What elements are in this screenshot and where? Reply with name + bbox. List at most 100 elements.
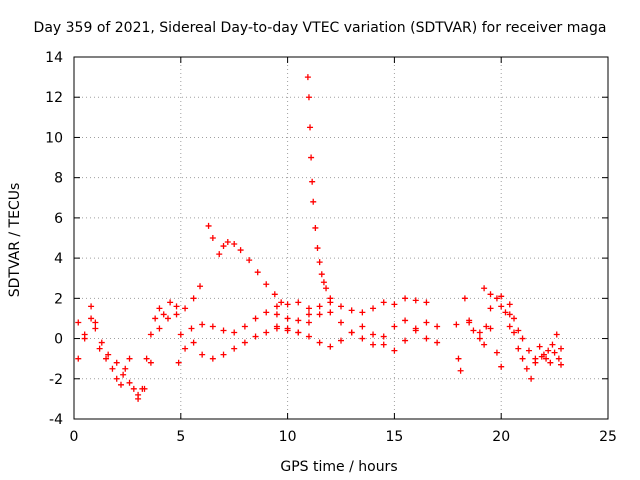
data-point — [455, 355, 462, 362]
data-point — [309, 178, 316, 185]
data-point — [380, 333, 387, 340]
data-point — [252, 333, 259, 340]
series-track-2 — [75, 283, 204, 398]
data-point — [308, 154, 315, 161]
data-point — [511, 329, 518, 336]
data-point — [273, 323, 280, 330]
data-point — [156, 325, 163, 332]
data-point — [117, 381, 124, 388]
data-point — [263, 309, 270, 316]
data-point — [209, 355, 216, 362]
data-point — [92, 325, 99, 332]
data-point — [75, 319, 82, 326]
data-point — [305, 305, 312, 312]
data-point — [188, 325, 195, 332]
data-point — [105, 351, 112, 358]
series-track-1 — [75, 299, 180, 402]
data-point — [555, 355, 562, 362]
data-point — [359, 335, 366, 342]
y-tick-label: 2 — [54, 291, 63, 307]
data-point — [553, 331, 560, 338]
data-point — [113, 359, 120, 366]
data-point — [547, 359, 554, 366]
data-point — [305, 94, 312, 101]
data-point — [466, 317, 473, 324]
data-point — [173, 311, 180, 318]
x-tick-label: 20 — [492, 429, 510, 445]
data-point — [523, 365, 530, 372]
data-point — [130, 385, 137, 392]
data-point — [402, 337, 409, 344]
data-point — [197, 283, 204, 290]
data-point — [511, 315, 518, 322]
data-point — [310, 198, 317, 205]
data-point — [224, 239, 231, 246]
data-point — [453, 321, 460, 328]
data-point — [412, 325, 419, 332]
chart-title: Day 359 of 2021, Sidereal Day-to-day VTE… — [33, 20, 607, 36]
data-point — [314, 245, 321, 252]
data-point — [75, 355, 82, 362]
data-point — [152, 315, 159, 322]
plot-axes — [73, 56, 609, 420]
data-point — [147, 359, 154, 366]
data-point — [506, 301, 513, 308]
data-point — [122, 365, 129, 372]
data-point — [231, 329, 238, 336]
data-point — [252, 315, 259, 322]
data-point — [182, 345, 189, 352]
data-point — [549, 341, 556, 348]
data-point — [423, 299, 430, 306]
data-point — [199, 321, 206, 328]
y-tick-label: 12 — [45, 90, 63, 106]
data-point — [493, 349, 500, 356]
data-point — [273, 311, 280, 318]
data-point — [209, 323, 216, 330]
data-point — [493, 295, 500, 302]
data-point — [316, 303, 323, 310]
data-point — [487, 325, 494, 332]
data-point — [182, 305, 189, 312]
data-point — [316, 311, 323, 318]
data-point — [231, 345, 238, 352]
data-point — [558, 345, 565, 352]
data-point — [323, 285, 330, 292]
series-track-8 — [273, 319, 441, 354]
grid-lines — [74, 57, 608, 419]
data-point — [519, 335, 526, 342]
series-track-4 — [175, 325, 302, 366]
data-point — [295, 317, 302, 324]
series-track-13 — [506, 311, 565, 382]
data-point — [481, 285, 488, 292]
data-point — [190, 295, 197, 302]
data-point — [241, 339, 248, 346]
y-axis-label: SDTVAR / TECUs — [7, 183, 23, 298]
data-point — [177, 331, 184, 338]
data-point — [220, 243, 227, 250]
data-point — [487, 291, 494, 298]
y-tick-label: 4 — [54, 251, 63, 267]
data-point — [391, 301, 398, 308]
data-point — [263, 329, 270, 336]
data-point — [88, 315, 95, 322]
y-tick-label: 10 — [45, 130, 63, 146]
data-point — [307, 124, 314, 131]
data-point — [273, 303, 280, 310]
x-tick-label: 10 — [279, 429, 297, 445]
data-point — [295, 299, 302, 306]
data-point — [167, 299, 174, 306]
x-tick-label: 15 — [385, 429, 403, 445]
data-point — [88, 303, 95, 310]
data-point — [135, 391, 142, 398]
series-track-3 — [205, 222, 285, 306]
data-point — [164, 315, 171, 322]
plot-frame — [73, 56, 609, 420]
data-point — [538, 353, 545, 360]
data-points — [75, 74, 565, 402]
data-point — [370, 331, 377, 338]
data-point — [141, 385, 148, 392]
data-point — [241, 323, 248, 330]
data-point — [483, 323, 490, 330]
x-tick-label: 0 — [70, 429, 79, 445]
